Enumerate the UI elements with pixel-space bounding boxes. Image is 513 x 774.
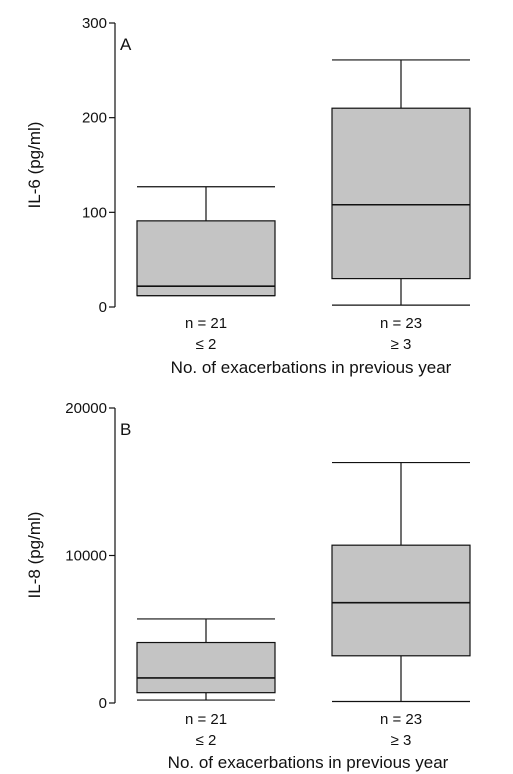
panel-label: B	[120, 420, 131, 439]
y-tick-label: 10000	[65, 548, 107, 565]
y-tick-label: 0	[99, 695, 107, 712]
y-ticks: 0 100 200 300	[82, 15, 115, 316]
iqr-box	[136, 641, 276, 694]
box-group-1	[136, 618, 276, 701]
x-axis-title: No. of exacerbations in previous year	[171, 358, 452, 377]
panel-b: B IL-8 (pg/ml) 0 10000 20000 n = 21 n = 23…	[25, 400, 471, 772]
y-ticks: 0 10000 20000	[65, 400, 115, 712]
box-group-2	[331, 461, 471, 703]
y-tick-label: 20000	[65, 400, 107, 417]
category-label-group-1: ≤ 2	[196, 732, 217, 749]
y-tick-label: 300	[82, 15, 107, 32]
y-tick-label: 100	[82, 204, 107, 221]
y-tick-label: 0	[99, 299, 107, 316]
category-label-group-2: ≥ 3	[391, 732, 412, 749]
n-label-group-1: n = 21	[185, 711, 227, 728]
n-label-group-2: n = 23	[380, 315, 422, 332]
box-group-1	[136, 186, 276, 297]
category-label-group-1: ≤ 2	[196, 336, 217, 353]
x-axis-title: No. of exacerbations in previous year	[168, 753, 449, 772]
iqr-box	[331, 544, 471, 657]
iqr-box	[136, 220, 276, 297]
y-axis-title: IL-6 (pg/ml)	[25, 122, 44, 209]
boxes	[136, 461, 471, 703]
y-axis-title: IL-8 (pg/ml)	[25, 512, 44, 599]
iqr-box	[331, 107, 471, 280]
panel-label: A	[120, 35, 132, 54]
n-label-group-2: n = 23	[380, 711, 422, 728]
boxes	[136, 59, 471, 306]
category-label-group-2: ≥ 3	[391, 336, 412, 353]
box-group-2	[331, 59, 471, 306]
n-label-group-1: n = 21	[185, 315, 227, 332]
y-tick-label: 200	[82, 110, 107, 127]
